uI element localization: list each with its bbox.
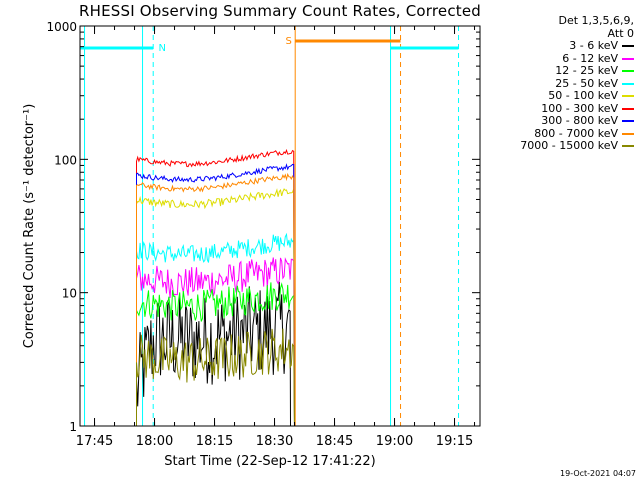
legend-header-line1: Det 1,3,5,6,9, [558,14,634,27]
series-line-3to6keV [136,281,291,427]
chart-title: RHESSI Observing Summary Count Rates, Co… [78,2,481,20]
plot-frame [79,25,481,427]
legend-swatch [622,57,634,60]
legend-swatch [622,107,634,110]
legend-label: 3 - 6 keV [569,39,618,52]
legend-label: 12 - 25 keV [555,64,618,77]
axes: 1 10 100 1000 17:45 18:00 18:15 18:30 18:45 19:00… [22,20,481,469]
x-tick-label: 18:30 [256,434,293,449]
legend-entry: 50 - 100 keV [464,89,634,103]
legend-swatch [622,70,634,73]
series-line-12to25keV [136,282,295,427]
night-annotation-label: N [159,43,166,54]
y-tick-label: 1 [69,420,77,434]
legend-swatch [622,120,634,123]
legend-label: 100 - 300 keV [541,101,618,115]
series-line-300to800keV [136,163,295,427]
series-line-25to50keV [136,232,295,427]
plot-area: NS [80,26,460,427]
legend-entry: 7000 - 15000 keV [464,139,634,153]
legend: Det 1,3,5,6,9, Att 0 3 - 6 keV 6 - 12 keV… [464,14,634,153]
y-tick-label: 10 [62,287,77,301]
x-axis-label: Start Time (22-Sep-12 17:41:22) [164,454,375,469]
saa-annotation-label: S [286,36,292,47]
series-line-6to12keV [136,257,295,427]
series-line-800to7000keV [136,172,295,427]
y-tick-label: 1000 [46,20,77,34]
x-tick-label: 18:00 [136,434,173,449]
render-timestamp: 19-Oct-2021 04:07 [560,469,636,478]
x-tick-label: 19:00 [376,434,413,449]
legend-swatch [622,45,634,48]
x-tick-label: 19:15 [436,434,473,449]
legend-entry: 6 - 12 keV [464,51,634,66]
legend-entry: 25 - 50 keV [464,76,634,91]
legend-entry: 800 - 7000 keV [464,126,634,141]
legend-header-line2: Att 0 [607,27,634,40]
y-axis-label: Corrected Count Rate (s⁻¹ detector⁻¹) [22,104,37,349]
legend-entry: 100 - 300 keV [464,101,634,116]
x-tick-label: 18:15 [196,434,233,449]
legend-label: 300 - 800 keV [541,114,618,127]
legend-label: 6 - 12 keV [562,51,618,65]
x-tick-label: 17:45 [76,434,113,449]
y-tick-label: 100 [54,153,77,167]
legend-swatch [622,82,634,85]
legend-entry: 12 - 25 keV [464,64,634,78]
series-line-100to300keV [136,148,295,427]
legend-swatch [622,132,634,135]
legend-label: 50 - 100 keV [548,89,618,102]
series-line-50to100keV [136,188,295,427]
legend-entry: 3 - 6 keV [464,39,634,53]
legend-entry: 300 - 800 keV [464,114,634,128]
legend-swatch [622,145,634,148]
legend-label: 800 - 7000 keV [534,126,618,140]
legend-swatch [622,95,634,98]
x-tick-label: 18:45 [316,434,353,449]
legend-label: 25 - 50 keV [555,76,618,90]
legend-label: 7000 - 15000 keV [520,139,618,152]
series-line-7000to15000keV [136,328,295,427]
